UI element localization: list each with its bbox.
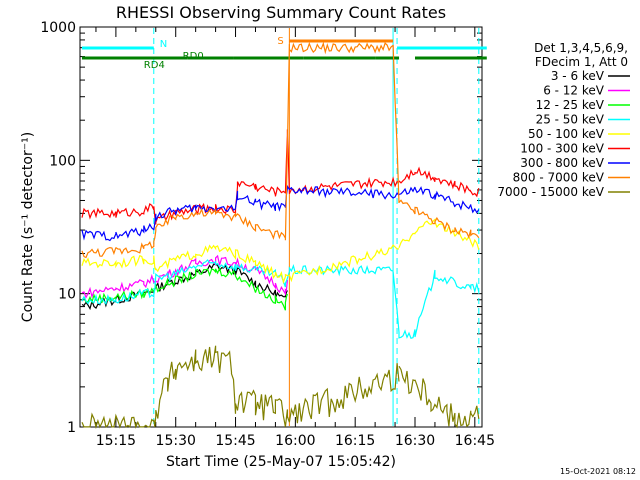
plot-frame-group [79, 26, 483, 428]
flag-label-n: N [160, 39, 167, 50]
legend-group: Det 1,3,4,5,6,9,FDecim 1, Att 03 - 6 keV… [497, 41, 630, 199]
x-tick-label: 15:15 [96, 433, 136, 449]
x-tick-label: 16:15 [335, 433, 375, 449]
series-line [81, 129, 480, 225]
y-tick-label: 1000 [40, 20, 76, 36]
legend-entry-label: 100 - 300 keV [520, 142, 604, 156]
legend-entry-label: 7000 - 15000 keV [497, 185, 604, 199]
chart-title: RHESSI Observing Summary Count Rates [116, 3, 446, 22]
legend-entry-label: 300 - 800 keV [520, 156, 604, 170]
y-tick-label: 10 [58, 287, 76, 303]
chart-text-group: 1 10 100 1000 15:15 15:30 15:45 16:00 16:15 16:30… [20, 3, 636, 476]
legend-entry-label: 3 - 6 keV [551, 69, 605, 83]
x-tick-label: 15:45 [215, 433, 255, 449]
x-tick-label: 15:30 [156, 433, 196, 449]
series-line [81, 184, 480, 242]
y-tick-label: 1 [67, 420, 76, 436]
vertical-markers-group [153, 28, 480, 426]
series-lines-group [81, 41, 480, 430]
series-line [81, 345, 480, 430]
plot-frame [79, 26, 483, 428]
x-tick-label: 16:30 [395, 433, 435, 449]
generation-timestamp: 15-Oct-2021 08:12 [560, 467, 636, 476]
series-line [81, 218, 480, 285]
legend-entry-label: 50 - 100 keV [528, 127, 605, 141]
legend-entry-label: 12 - 25 keV [536, 98, 605, 112]
flag-label-rd4: RD4 [144, 60, 165, 71]
legend-entry-label: 800 - 7000 keV [513, 171, 605, 185]
flag-bars-group [81, 39, 487, 60]
series-line [81, 41, 480, 259]
y-axis-label: Count Rate (s⁻¹ detector⁻¹) [20, 132, 36, 322]
flag-label-rd0: RD0 [183, 51, 204, 62]
x-axis-label: Start Time (25-May-07 15:05:42) [166, 454, 396, 470]
legend-header-line1: Det 1,3,4,5,6,9, [534, 41, 628, 55]
flag-label-s: S [277, 36, 283, 47]
legend-entry-label: 25 - 50 keV [536, 113, 605, 127]
series-line [81, 266, 288, 311]
legend-header-line2: FDecim 1, Att 0 [535, 55, 628, 69]
y-tick-label: 100 [49, 153, 76, 169]
x-tick-label: 16:45 [455, 433, 495, 449]
x-tick-label: 16:00 [275, 433, 315, 449]
legend-entry-label: 6 - 12 keV [543, 84, 605, 98]
